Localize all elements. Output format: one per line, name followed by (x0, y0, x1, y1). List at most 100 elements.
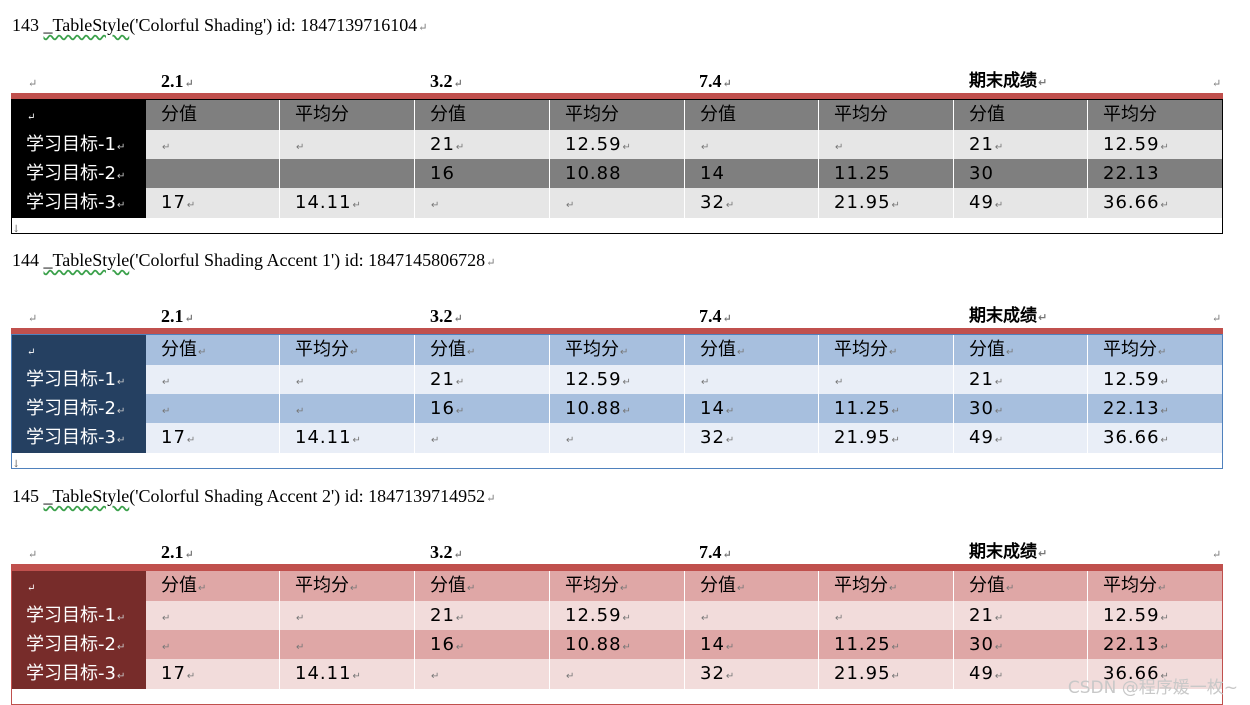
data-cell: 32↵ (685, 188, 819, 218)
subheader-row: ↵ 分值↵ 平均分↵ 分值↵ 平均分↵ 分值↵ 平均分↵ 分值↵ 平均分↵ (12, 335, 1222, 365)
data-cell: 21.95↵ (819, 659, 954, 689)
table-row: 学习目标-2↵ 16 10.88 14 11.25 30 22.13 (12, 159, 1222, 188)
data-cell: 12.59↵ (1088, 601, 1222, 630)
subheader-cell: 平均分 (280, 100, 415, 130)
row-label-cell: 学习目标-3↵ (12, 423, 146, 453)
header-empty-cell: ↵ (28, 78, 38, 90)
paragraph-mark: ↓ (12, 224, 21, 235)
data-cell: ↵ (146, 394, 280, 423)
data-cell: 14.11↵ (280, 659, 415, 689)
subheader-cell: 平均分↵ (1088, 335, 1222, 365)
table-row: 学习目标-1↵ ↵ ↵ 21↵ 12.59↵ ↵ ↵ 21↵ 12.59↵ (12, 365, 1222, 394)
subheader-cell: 分值 (415, 100, 550, 130)
header-cell: 期末成绩↵ (969, 306, 1048, 326)
data-cell: ↵ (415, 423, 550, 453)
data-cell: 14↵ (685, 630, 819, 659)
paragraph-mark: ↓ (12, 459, 21, 470)
table-caption: 143 _TableStyle('Colorful Shading') id: … (12, 15, 428, 35)
table-row: 学习目标-3↵ 17↵ 14.11↵ ↵ ↵ 32↵ 21.95↵ 49↵ 36… (12, 188, 1222, 218)
subheader-row: ↵ 分值 平均分 分值 平均分 分值 平均分 分值 平均分 (12, 100, 1222, 130)
row-label-cell: 学习目标-2↵ (12, 630, 146, 659)
row-label-cell: ↵ (12, 335, 146, 365)
data-cell: 22.13↵ (1088, 630, 1222, 659)
header-cell: 2.1↵ (161, 306, 194, 326)
table-colorful-shading: ↵ 2.1↵ 3.2↵ 7.4↵ 期末成绩↵ ↵ ↵ 分值 平均分 分值 平均分… (11, 70, 1223, 234)
header-end-mark: ↵ (1212, 313, 1222, 325)
data-cell: 16↵ (415, 630, 550, 659)
data-cell: 49↵ (954, 659, 1088, 689)
header-cell: 7.4↵ (699, 306, 732, 326)
header-cell: 3.2↵ (430, 71, 463, 91)
data-cell: ↵ (685, 130, 819, 159)
subheader-cell: 分值 (685, 100, 819, 130)
data-cell: 21↵ (954, 365, 1088, 394)
data-cell: 10.88↵ (550, 394, 685, 423)
subheader-cell: 平均分 (819, 100, 954, 130)
data-cell: ↵ (685, 601, 819, 630)
data-cell: 11.25 (819, 159, 954, 188)
subheader-cell: 分值↵ (954, 335, 1088, 365)
header-end-mark: ↵ (1212, 78, 1222, 90)
data-cell: ↵ (146, 601, 280, 630)
subheader-cell: 平均分 (550, 100, 685, 130)
subheader-cell: 平均分↵ (1088, 571, 1222, 601)
header-accent-bar (11, 564, 1223, 570)
table-header-row: ↵ 2.1↵ 3.2↵ 7.4↵ 期末成绩↵ ↵ (11, 541, 1223, 564)
table-header-row: ↵ 2.1↵ 3.2↵ 7.4↵ 期末成绩↵ ↵ (11, 70, 1223, 93)
data-cell: 11.25↵ (819, 394, 954, 423)
header-empty-cell: ↵ (28, 313, 38, 325)
data-cell: 36.66↵ (1088, 659, 1222, 689)
data-cell: ↵ (280, 365, 415, 394)
data-cell: 21↵ (954, 130, 1088, 159)
data-cell: 21↵ (415, 365, 550, 394)
subheader-cell: 分值↵ (415, 335, 550, 365)
data-cell: 12.59↵ (550, 601, 685, 630)
data-cell: 21.95↵ (819, 188, 954, 218)
subheader-cell: 平均分↵ (550, 335, 685, 365)
data-cell: ↵ (685, 365, 819, 394)
watermark: CSDN @程序媛一枚~ (1067, 678, 1238, 698)
data-cell: 17↵ (146, 659, 280, 689)
header-cell: 期末成绩↵ (969, 542, 1048, 562)
table-row: 学习目标-3↵ 17↵ 14.11↵ ↵ ↵ 32↵ 21.95↵ 49↵ 36… (12, 423, 1222, 453)
data-cell: ↵ (280, 394, 415, 423)
data-cell: 21↵ (415, 601, 550, 630)
subheader-row: ↵ 分值↵ 平均分↵ 分值↵ 平均分↵ 分值↵ 平均分↵ 分值↵ 平均分↵ (12, 571, 1222, 601)
data-cell: 21↵ (415, 130, 550, 159)
row-label-cell: 学习目标-1↵ (12, 601, 146, 630)
data-cell: 14 (685, 159, 819, 188)
data-cell: 22.13 (1088, 159, 1222, 188)
data-cell: 14.11↵ (280, 423, 415, 453)
data-cell: 49↵ (954, 188, 1088, 218)
data-cell: 32↵ (685, 423, 819, 453)
row-label-cell: ↵ (12, 571, 146, 601)
data-cell: ↵ (550, 659, 685, 689)
row-label-cell: 学习目标-1↵ (12, 365, 146, 394)
table-row: 学习目标-2↵ ↵ ↵ 16↵ 10.88↵ 14↵ 11.25↵ 30↵ 22… (12, 394, 1222, 423)
data-cell: ↵ (280, 601, 415, 630)
data-cell: 16↵ (415, 394, 550, 423)
data-cell: ↵ (415, 659, 550, 689)
table-caption: 144 _TableStyle('Colorful Shading Accent… (12, 250, 496, 270)
data-cell: 32↵ (685, 659, 819, 689)
subheader-cell: 分值↵ (685, 571, 819, 601)
data-cell: 49↵ (954, 423, 1088, 453)
table-body: ↵ 分值 平均分 分值 平均分 分值 平均分 分值 平均分 学习目标-1↵ ↵ … (11, 99, 1223, 234)
data-cell: ↵ (550, 188, 685, 218)
subheader-cell: 平均分↵ (550, 571, 685, 601)
data-cell: 21↵ (954, 601, 1088, 630)
data-cell: 17↵ (146, 423, 280, 453)
data-cell: 10.88↵ (550, 630, 685, 659)
subheader-cell: 分值↵ (146, 335, 280, 365)
data-cell: 14↵ (685, 394, 819, 423)
data-cell: ↵ (550, 423, 685, 453)
header-cell: 3.2↵ (430, 306, 463, 326)
subheader-cell: 平均分↵ (819, 335, 954, 365)
header-cell: 7.4↵ (699, 71, 732, 91)
data-cell (146, 159, 280, 188)
data-cell: 21.95↵ (819, 423, 954, 453)
data-cell: 12.59↵ (1088, 130, 1222, 159)
subheader-cell: 分值 (954, 100, 1088, 130)
data-cell: 12.59↵ (550, 130, 685, 159)
header-cell: 2.1↵ (161, 71, 194, 91)
